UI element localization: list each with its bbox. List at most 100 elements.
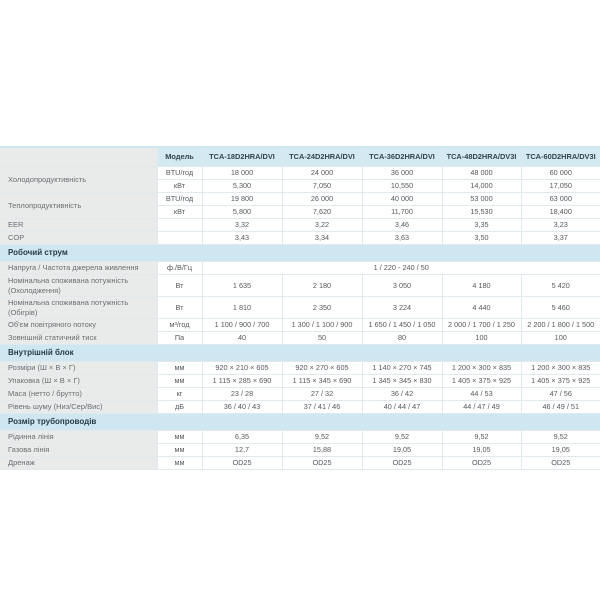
spec-row: Газова лінія мм 12,7 15,88 19,05 19,05 19,05 — [0, 443, 600, 457]
unit-cell — [156, 231, 203, 245]
value-cell: 1 200 × 300 × 835 — [441, 361, 522, 375]
param-label: Теплопродуктивність — [0, 192, 158, 219]
value-cell: 40 / 44 / 47 — [361, 400, 443, 414]
unit-cell: мм — [156, 361, 203, 375]
spec-row: Розміри (Ш × В × Г) мм 920 × 210 × 605 920 … — [0, 361, 600, 375]
value-cell: 3,63 — [361, 231, 443, 245]
value-cell: 40 — [201, 331, 283, 345]
spec-table-container: Модель TCA-18D2HRA/DVI TCA-24D2HRA/DVI T… — [0, 146, 600, 470]
spec-row: Номінальна споживана потужність (Обігрів… — [0, 296, 600, 319]
spec-row: Теплопродуктивність BTU/год 19 800 26 000 40… — [0, 192, 600, 219]
value-cell: 1 810 — [201, 296, 283, 319]
value-cell: OD25 — [520, 456, 600, 470]
section-row: Розмір трубопроводів — [0, 413, 600, 431]
corner-cell — [0, 146, 158, 167]
value-cell: 1 200 × 300 × 835 — [520, 361, 600, 375]
param-label: Газова лінія — [0, 443, 158, 457]
param-label: Напруга / Частота джерела живлення — [0, 261, 158, 275]
spec-row: Рідинна лінія мм 6,35 9,52 9,52 9,52 9,52 — [0, 430, 600, 444]
spec-row: Рівень шуму (Низ/Сер/Вис) дБ 36 / 40 / 43 3… — [0, 400, 600, 414]
value-cell: 10,550 — [361, 179, 443, 193]
section-row: Робочий струм — [0, 244, 600, 262]
param-label: Дренаж — [0, 456, 158, 470]
model-column-header-3: TCA-36D2HRA/DVI — [361, 146, 443, 167]
param-label: Холодопродуктивність — [0, 166, 158, 193]
value-cell: 53 000 — [441, 192, 522, 206]
value-cell: 1 300 / 1 100 / 900 — [281, 318, 363, 332]
spec-row: кВт 5,800 7,620 11,700 15,530 18,400 — [0, 205, 600, 219]
spec-row: Упаковка (Ш × В × Г) мм 1 115 × 285 × 690 1… — [0, 374, 600, 388]
spec-row: Холодопродуктивність BTU/год 18 000 24 000 3… — [0, 166, 600, 193]
value-cell: OD25 — [361, 456, 443, 470]
value-cell: 19,05 — [441, 443, 522, 457]
model-column-header-5: TCA-60D2HRA/DV3I — [520, 146, 600, 167]
unit-cell: Вт — [156, 296, 203, 319]
unit-cell: ф./В/Гц — [156, 261, 203, 275]
value-cell: 44 / 47 / 49 — [441, 400, 522, 414]
value-cell: 920 × 270 × 605 — [281, 361, 363, 375]
value-cell: 1 100 / 900 / 700 — [201, 318, 283, 332]
param-label: Номінальна споживана потужність (Обігрів… — [0, 296, 158, 319]
value-cell: 3,34 — [281, 231, 363, 245]
section-title: Внутрішній блок — [0, 344, 600, 362]
unit-cell: мм — [156, 374, 203, 388]
param-label: EER — [0, 218, 158, 232]
value-cell: 2 180 — [281, 274, 363, 297]
param-label: Рідинна лінія — [0, 430, 158, 444]
specifications-table: Модель TCA-18D2HRA/DVI TCA-24D2HRA/DVI T… — [0, 146, 600, 470]
value-cell: 3 050 — [361, 274, 443, 297]
param-label: Зовнішній статичний тиск — [0, 331, 158, 345]
value-cell: 100 — [520, 331, 600, 345]
value-cell: 9,52 — [520, 430, 600, 444]
param-label: Маса (нетто / брутто) — [0, 387, 158, 401]
value-cell: 48 000 — [441, 166, 522, 180]
value-cell: 60 000 — [520, 166, 600, 180]
unit-cell: кВт — [156, 205, 203, 219]
value-cell: 1 345 × 345 × 830 — [361, 374, 443, 388]
value-cell: 19,05 — [361, 443, 443, 457]
value-cell: 18 000 — [201, 166, 283, 180]
value-cell: 1 405 × 375 × 925 — [520, 374, 600, 388]
value-cell: 6,35 — [201, 430, 283, 444]
value-cell: 9,52 — [281, 430, 363, 444]
value-cell: 27 / 32 — [281, 387, 363, 401]
value-cell: OD25 — [201, 456, 283, 470]
value-cell: 7,620 — [281, 205, 363, 219]
param-label: Упаковка (Ш × В × Г) — [0, 374, 158, 388]
value-cell: 26 000 — [281, 192, 363, 206]
unit-cell: мм — [156, 430, 203, 444]
value-cell: 40 000 — [361, 192, 443, 206]
param-label: Об'єм повітряного потоку — [0, 318, 158, 332]
value-cell: 18,400 — [520, 205, 600, 219]
value-cell: 5 420 — [520, 274, 600, 297]
value-cell: 15,530 — [441, 205, 522, 219]
unit-cell: Вт — [156, 274, 203, 297]
spec-row: Дренаж мм OD25 OD25 OD25 OD25 OD25 — [0, 456, 600, 470]
model-header-label: Модель — [156, 146, 203, 167]
value-cell: 2 000 / 1 700 / 1 250 — [441, 318, 522, 332]
value-cell: 3,22 — [281, 218, 363, 232]
spec-row: EER 3,32 3,22 3,46 3,35 3,23 — [0, 218, 600, 232]
value-cell: OD25 — [281, 456, 363, 470]
value-cell: 7,050 — [281, 179, 363, 193]
value-cell: 3,37 — [520, 231, 600, 245]
section-title: Розмір трубопроводів — [0, 413, 600, 431]
unit-cell: Па — [156, 331, 203, 345]
value-cell: 3 224 — [361, 296, 443, 319]
value-cell: 3,23 — [520, 218, 600, 232]
value-cell: 2 350 — [281, 296, 363, 319]
value-cell: 63 000 — [520, 192, 600, 206]
unit-cell: дБ — [156, 400, 203, 414]
unit-cell: BTU/год — [156, 192, 203, 206]
unit-cell: кг — [156, 387, 203, 401]
value-cell: 23 / 28 — [201, 387, 283, 401]
param-label: Розміри (Ш × В × Г) — [0, 361, 158, 375]
value-cell: 1 140 × 270 × 745 — [361, 361, 443, 375]
value-cell: 9,52 — [361, 430, 443, 444]
value-cell: 17,050 — [520, 179, 600, 193]
value-cell: 36 / 42 — [361, 387, 443, 401]
spec-row: Напруга / Частота джерела живлення ф./В/Г… — [0, 261, 600, 275]
value-cell: 12,7 — [201, 443, 283, 457]
param-label: Номінальна споживана потужність (Охолодж… — [0, 274, 158, 297]
value-cell: 37 / 41 / 46 — [281, 400, 363, 414]
